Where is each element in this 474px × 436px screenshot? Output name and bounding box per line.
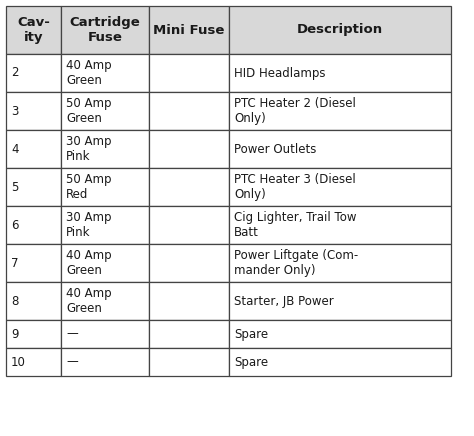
Text: 4: 4 [11, 143, 18, 156]
Text: 2: 2 [11, 67, 18, 79]
Bar [61, 282, 149, 320]
Bar [229, 130, 451, 168]
Bar [6, 130, 61, 168]
Bar [149, 282, 229, 320]
Bar [149, 130, 229, 168]
Text: PTC Heater 3 (Diesel
Only): PTC Heater 3 (Diesel Only) [234, 173, 356, 201]
Text: 50 Amp
Red: 50 Amp Red [66, 173, 111, 201]
Bar [61, 206, 149, 244]
Bar [6, 92, 61, 130]
Text: Power Outlets: Power Outlets [234, 143, 316, 156]
Bar [6, 282, 61, 320]
Bar [229, 206, 451, 244]
Text: 8: 8 [11, 294, 18, 307]
Text: 7: 7 [11, 256, 18, 269]
Bar [6, 320, 61, 348]
Bar [229, 320, 451, 348]
Bar [6, 54, 61, 92]
Bar [61, 168, 149, 206]
Text: —: — [66, 327, 78, 341]
Bar [149, 206, 229, 244]
Bar [6, 348, 61, 376]
Bar [229, 92, 451, 130]
Bar [229, 282, 451, 320]
Text: Spare: Spare [234, 327, 268, 341]
Text: 5: 5 [11, 181, 18, 194]
Bar [61, 348, 149, 376]
Text: 3: 3 [11, 105, 18, 117]
Text: Cav-
ity: Cav- ity [17, 16, 50, 44]
Bar [149, 168, 229, 206]
Bar [61, 92, 149, 130]
Bar [61, 6, 149, 54]
Bar [229, 54, 451, 92]
Text: Description: Description [297, 24, 383, 37]
Bar [6, 6, 61, 54]
Text: Power Liftgate (Com-
mander Only): Power Liftgate (Com- mander Only) [234, 249, 358, 277]
Text: Cig Lighter, Trail Tow
Batt: Cig Lighter, Trail Tow Batt [234, 211, 356, 239]
Text: Spare: Spare [234, 355, 268, 368]
Text: Mini Fuse: Mini Fuse [153, 24, 225, 37]
Text: 40 Amp
Green: 40 Amp Green [66, 287, 111, 315]
Bar [149, 244, 229, 282]
Bar [149, 54, 229, 92]
Bar [149, 6, 229, 54]
Text: Cartridge
Fuse: Cartridge Fuse [70, 16, 140, 44]
Bar [6, 244, 61, 282]
Text: Starter, JB Power: Starter, JB Power [234, 294, 334, 307]
Bar [149, 348, 229, 376]
Text: 50 Amp
Green: 50 Amp Green [66, 97, 111, 125]
Bar [6, 206, 61, 244]
Bar [229, 244, 451, 282]
Bar [229, 168, 451, 206]
Text: 40 Amp
Green: 40 Amp Green [66, 59, 111, 87]
Text: 30 Amp
Pink: 30 Amp Pink [66, 211, 111, 239]
Text: 30 Amp
Pink: 30 Amp Pink [66, 135, 111, 163]
Text: —: — [66, 355, 78, 368]
Bar [61, 130, 149, 168]
Bar [61, 54, 149, 92]
Text: 9: 9 [11, 327, 18, 341]
Bar [61, 244, 149, 282]
Text: 6: 6 [11, 218, 18, 232]
Text: HID Headlamps: HID Headlamps [234, 67, 326, 79]
Text: PTC Heater 2 (Diesel
Only): PTC Heater 2 (Diesel Only) [234, 97, 356, 125]
Bar [229, 6, 451, 54]
Bar [149, 320, 229, 348]
Text: 40 Amp
Green: 40 Amp Green [66, 249, 111, 277]
Bar [229, 348, 451, 376]
Bar [6, 168, 61, 206]
Bar [61, 320, 149, 348]
Text: 10: 10 [11, 355, 26, 368]
Bar [149, 92, 229, 130]
